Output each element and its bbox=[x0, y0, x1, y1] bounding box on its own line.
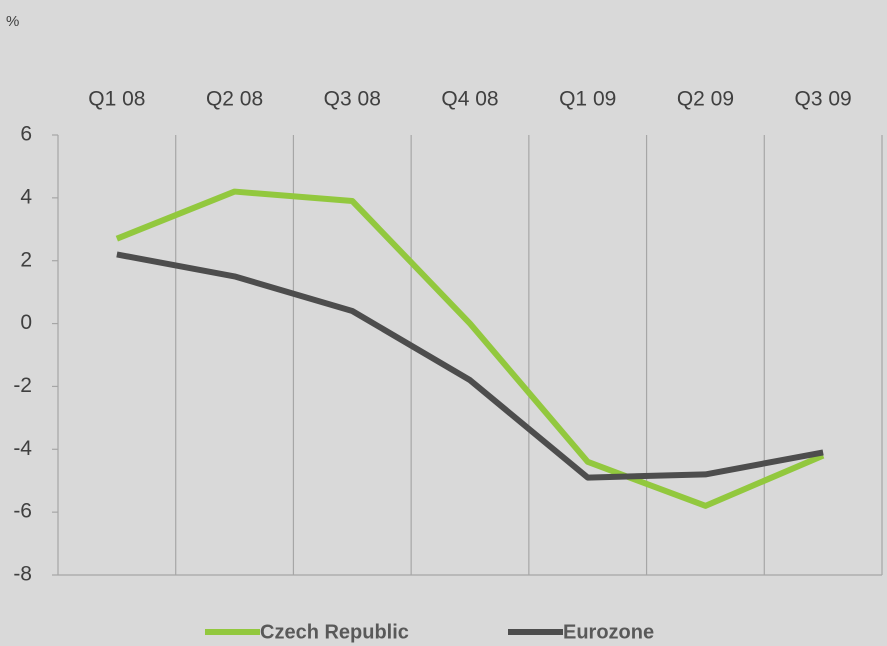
legend-label: Eurozone bbox=[563, 621, 654, 643]
y-tick-label: -6 bbox=[13, 500, 32, 523]
y-tick-label: 4 bbox=[20, 185, 32, 208]
y-tick-label: -4 bbox=[13, 437, 32, 460]
y-tick-label: -2 bbox=[13, 374, 32, 397]
y-tick-label: 2 bbox=[20, 248, 32, 271]
x-tick-label: Q3 08 bbox=[324, 88, 381, 111]
y-tick-label: 6 bbox=[20, 123, 32, 146]
x-tick-label: Q1 09 bbox=[559, 88, 616, 111]
x-tick-label: Q4 08 bbox=[441, 88, 498, 111]
x-tick-label: Q1 08 bbox=[88, 88, 145, 111]
y-tick-label: -8 bbox=[13, 563, 32, 586]
x-tick-label: Q3 09 bbox=[795, 88, 852, 111]
x-tick-label: Q2 08 bbox=[206, 88, 263, 111]
x-tick-label: Q2 09 bbox=[677, 88, 734, 111]
y-unit-label: % bbox=[6, 13, 19, 30]
line-series bbox=[116, 251, 824, 481]
legend-label: Czech Republic bbox=[260, 621, 409, 643]
y-tick-label: 0 bbox=[20, 311, 32, 334]
line-series bbox=[115, 188, 825, 509]
